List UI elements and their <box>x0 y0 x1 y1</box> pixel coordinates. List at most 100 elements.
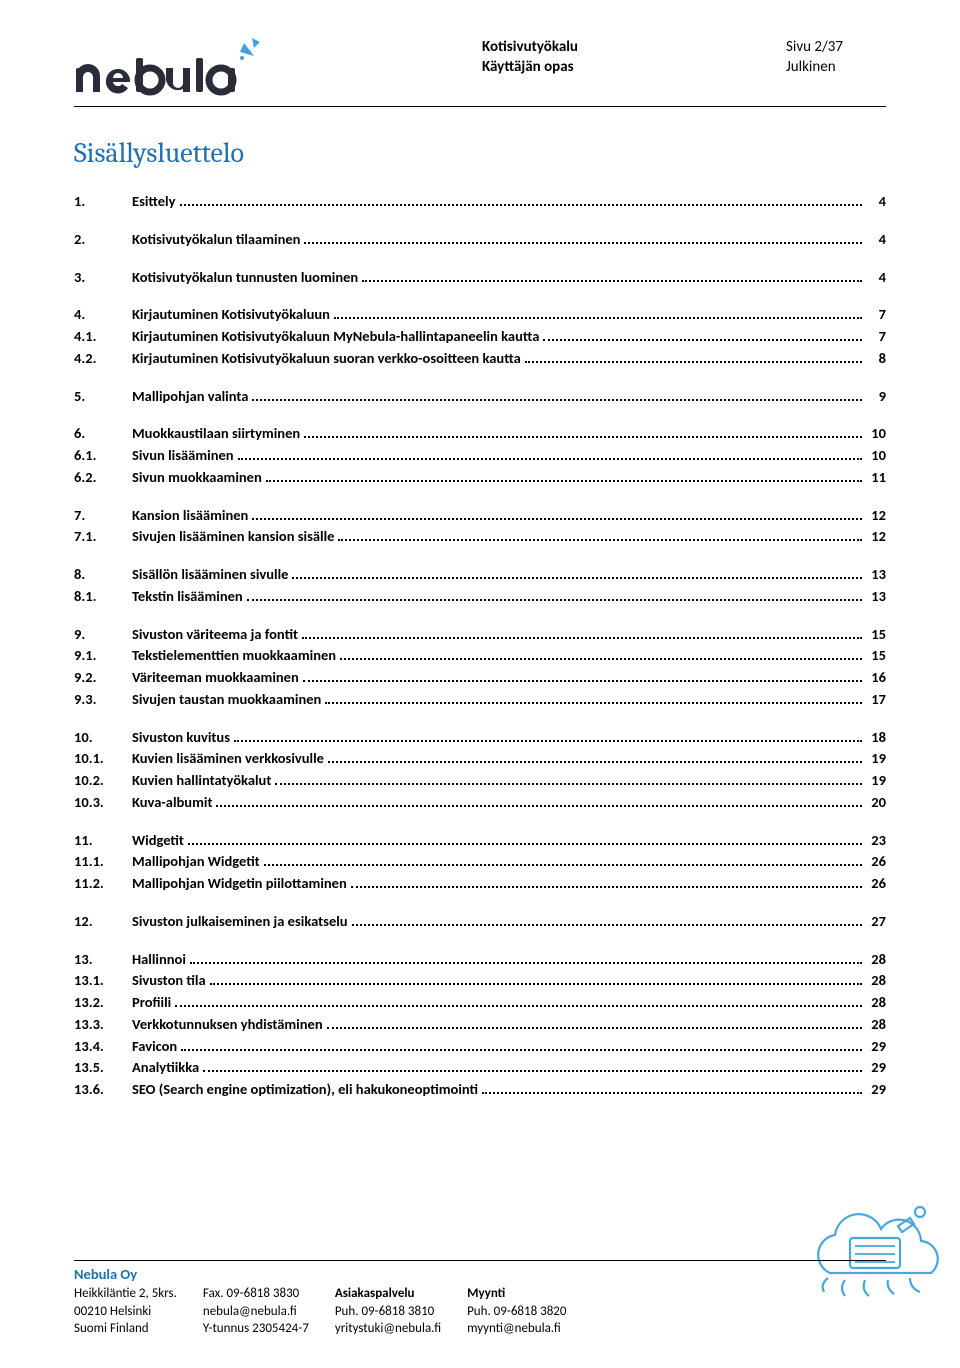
toc-row[interactable]: 13.3.Verkkotunnuksen yhdistäminen28 <box>74 1014 886 1036</box>
toc-row[interactable]: 11.2.Mallipohjan Widgetin piilottaminen2… <box>74 873 886 895</box>
toc-row[interactable]: 7.1.Sivujen lisääminen kansion sisälle12 <box>74 526 886 548</box>
toc-row[interactable]: 6.1.Sivun lisääminen10 <box>74 445 886 467</box>
toc-group: 7.Kansion lisääminen127.1.Sivujen lisääm… <box>74 505 886 549</box>
toc-row[interactable]: 9.1.Tekstielementtien muokkaaminen15 <box>74 645 886 667</box>
toc-row[interactable]: 10.1.Kuvien lisääminen verkkosivulle19 <box>74 748 886 770</box>
header-center: Kotisivutyökalu Käyttäjän opas <box>482 38 578 77</box>
toc-row[interactable]: 7.Kansion lisääminen12 <box>74 505 886 527</box>
footer-line: Asiakaspalvelu <box>335 1285 441 1303</box>
toc-number: 10.2. <box>74 770 132 792</box>
toc-number: 10.3. <box>74 792 132 814</box>
toc-title: Mallipohjan Widgetit <box>132 851 260 873</box>
toc-page: 19 <box>866 748 886 770</box>
toc-row[interactable]: 9.2.Väriteeman muokkaaminen16 <box>74 667 886 689</box>
toc-row[interactable]: 13.6.SEO (Search engine optimization), e… <box>74 1079 886 1101</box>
toc-row[interactable]: 5.Mallipohjan valinta9 <box>74 386 886 408</box>
toc-leader <box>188 833 862 845</box>
toc-page: 15 <box>866 645 886 667</box>
toc-title: Kirjautuminen Kotisivutyökaluun <box>132 304 330 326</box>
toc-title: Sivuston julkaiseminen ja esikatselu <box>132 911 348 933</box>
toc-page: 16 <box>866 667 886 689</box>
toc-row[interactable]: 12.Sivuston julkaiseminen ja esikatselu2… <box>74 911 886 933</box>
toc-number: 4.2. <box>74 348 132 370</box>
toc-page: 18 <box>866 727 886 749</box>
toc-row[interactable]: 13.4.Favicon29 <box>74 1036 886 1058</box>
footer-line: yritystuki@nebula.fi <box>335 1320 441 1338</box>
toc-number: 10. <box>74 727 132 749</box>
toc-page: 4 <box>866 229 886 251</box>
toc-title: Favicon <box>132 1036 177 1058</box>
toc-page: 28 <box>866 1014 886 1036</box>
toc-leader <box>247 589 862 601</box>
toc-row[interactable]: 8.1.Tekstin lisääminen13 <box>74 586 886 608</box>
toc-number: 7. <box>74 505 132 527</box>
doc-title: Kotisivutyökalu <box>482 38 578 58</box>
toc-leader <box>266 470 862 482</box>
toc-leader <box>175 995 862 1007</box>
toc-row[interactable]: 2.Kotisivutyökalun tilaaminen4 <box>74 229 886 251</box>
toc-row[interactable]: 10.Sivuston kuvitus 18 <box>74 727 886 749</box>
toc-title: Mallipohjan valinta <box>132 386 248 408</box>
toc-page: 10 <box>866 423 886 445</box>
toc-number: 13.6. <box>74 1079 132 1101</box>
toc-number: 12. <box>74 911 132 933</box>
toc-number: 4.1. <box>74 326 132 348</box>
toc-leader <box>275 773 862 785</box>
page-footer: Nebula Oy Heikkiläntie 2, 5krs.00210 Hel… <box>74 1260 886 1338</box>
toc-row[interactable]: 1.Esittely4 <box>74 191 886 213</box>
toc-number: 4. <box>74 304 132 326</box>
toc-row[interactable]: 13.2.Profiili28 <box>74 992 886 1014</box>
toc-number: 8. <box>74 564 132 586</box>
toc-title: Sivuston kuvitus <box>132 727 230 749</box>
toc-number: 8.1. <box>74 586 132 608</box>
toc-leader <box>334 308 862 320</box>
toc-page: 26 <box>866 873 886 895</box>
toc-row[interactable]: 13.Hallinnoi28 <box>74 949 886 971</box>
toc-page: 28 <box>866 970 886 992</box>
toc-number: 13.3. <box>74 1014 132 1036</box>
toc-title: Sivujen taustan muokkaaminen <box>132 689 321 711</box>
toc-title: Kirjautuminen Kotisivutyökaluun suoran v… <box>132 348 521 370</box>
toc-row[interactable]: 4.Kirjautuminen Kotisivutyökaluun7 <box>74 304 886 326</box>
toc-title: Widgetit <box>132 830 184 852</box>
toc-number: 11. <box>74 830 132 852</box>
toc-title: Sivujen lisääminen kansion sisälle <box>132 526 334 548</box>
toc-page: 20 <box>866 792 886 814</box>
toc-row[interactable]: 10.3.Kuva-albumit20 <box>74 792 886 814</box>
toc-leader <box>362 270 862 282</box>
toc-row[interactable]: 10.2.Kuvien hallintatyökalut19 <box>74 770 886 792</box>
toc-number: 6.1. <box>74 445 132 467</box>
toc-row[interactable]: 3.Kotisivutyökalun tunnusten luominen4 <box>74 267 886 289</box>
toc-row[interactable]: 11.1.Mallipohjan Widgetit26 <box>74 851 886 873</box>
toc-page: 17 <box>866 689 886 711</box>
toc-leader <box>338 530 862 542</box>
toc-number: 3. <box>74 267 132 289</box>
toc-row[interactable]: 9.3.Sivujen taustan muokkaaminen17 <box>74 689 886 711</box>
toc-row[interactable]: 13.5.Analytiikka29 <box>74 1057 886 1079</box>
toc-leader <box>543 329 862 341</box>
toc-row[interactable]: 6.2.Sivun muokkaaminen11 <box>74 467 886 489</box>
toc-leader <box>234 730 862 742</box>
toc-row[interactable]: 4.2.Kirjautuminen Kotisivutyökaluun suor… <box>74 348 886 370</box>
toc-page: 29 <box>866 1079 886 1101</box>
toc-leader <box>302 627 862 639</box>
logo <box>74 38 274 100</box>
toc-title: Muokkaustilaan siirtyminen <box>132 423 300 445</box>
toc-title: Kansion lisääminen <box>132 505 248 527</box>
toc-number: 1. <box>74 191 132 213</box>
toc-row[interactable]: 6.Muokkaustilaan siirtyminen10 <box>74 423 886 445</box>
toc-leader <box>190 952 862 964</box>
footer-line: Puh. 09-6818 3810 <box>335 1303 441 1321</box>
toc-title: Analytiikka <box>132 1057 199 1079</box>
toc-number: 11.1. <box>74 851 132 873</box>
toc-row[interactable]: 9.Sivuston väriteema ja fontit15 <box>74 624 886 646</box>
doc-subtitle: Käyttäjän opas <box>482 58 578 78</box>
toc-title: Kuvien lisääminen verkkosivulle <box>132 748 324 770</box>
toc-group: 12.Sivuston julkaiseminen ja esikatselu2… <box>74 911 886 933</box>
toc-row[interactable]: 8.Sisällön lisääminen sivulle13 <box>74 564 886 586</box>
toc-row[interactable]: 11.Widgetit23 <box>74 830 886 852</box>
toc-leader <box>328 752 862 764</box>
toc-row[interactable]: 13.1.Sivuston tila28 <box>74 970 886 992</box>
toc-row[interactable]: 4.1.Kirjautuminen Kotisivutyökaluun MyNe… <box>74 326 886 348</box>
footer-line: Heikkiläntie 2, 5krs. <box>74 1285 177 1303</box>
